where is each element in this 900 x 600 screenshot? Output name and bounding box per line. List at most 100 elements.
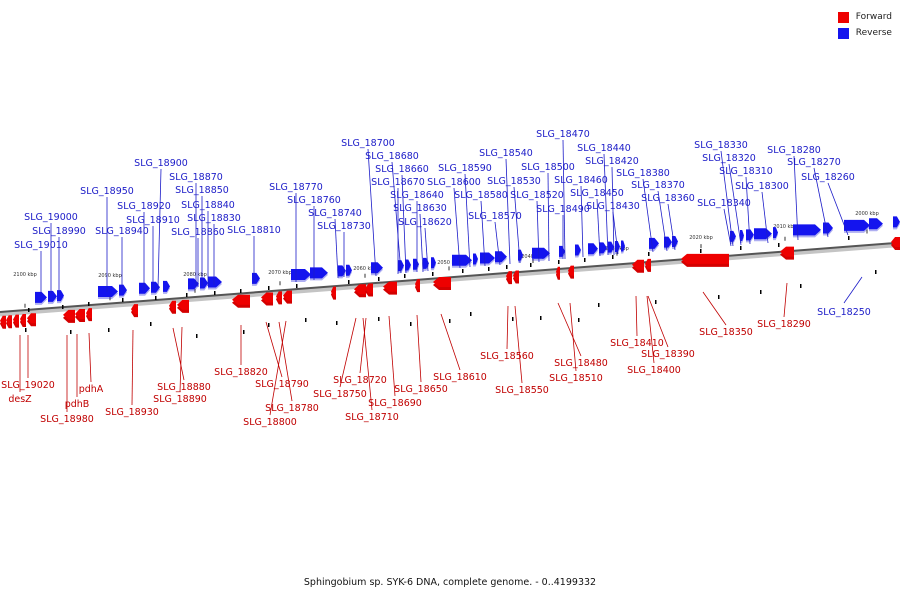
reverse-gene-label: SLG_18670	[371, 177, 425, 188]
strand-tick	[70, 330, 72, 334]
forward-gene-label: SLG_19020	[1, 380, 55, 391]
reverse-gene-arrow	[398, 260, 404, 272]
genome-caption: Sphingobium sp. SYK-6 DNA, complete geno…	[303, 577, 597, 588]
reverse-gene-arrow	[338, 265, 346, 277]
reverse-gene-arrow	[119, 284, 127, 296]
strand-tick	[648, 252, 650, 256]
reverse-leader-line	[580, 185, 584, 258]
reverse-gene-label: SLG_18570	[468, 211, 522, 222]
forward-leader-line	[635, 295, 638, 337]
reverse-gene-label: SLG_19010	[14, 240, 68, 251]
reverse-gene-arrow	[599, 242, 607, 254]
forward-leader-line	[359, 317, 367, 374]
reverse-gene-label: SLG_18440	[577, 143, 631, 154]
forward-gene-arrow	[75, 308, 85, 319]
reverse-gene-label: SLG_18640	[390, 190, 444, 201]
reverse-gene-label: SLG_18250	[817, 307, 871, 318]
reverse-leader-line	[642, 178, 654, 253]
reverse-gene-label: SLG_18730	[317, 221, 371, 232]
reverse-gene-label: SLG_18630	[393, 203, 447, 214]
forward-gene-arrow	[86, 308, 92, 319]
forward-swatch	[837, 11, 849, 23]
reverse-gene-label: SLG_18370	[631, 180, 685, 191]
scale-tick-label: 2010 kbp	[773, 224, 797, 230]
scale-tick-label: 2060 kbp	[353, 266, 377, 272]
forward-gene-arrow	[177, 299, 189, 310]
strand-tick	[432, 272, 434, 276]
reverse-gene-arrow	[532, 247, 550, 259]
strand-tick	[800, 284, 802, 288]
strand-tick	[470, 312, 472, 316]
strand-tick	[462, 269, 464, 273]
strand-tick	[305, 318, 307, 322]
reverse-leader-line	[612, 211, 619, 255]
reverse-gene-label: SLG_18500	[521, 162, 575, 173]
reverse-leader-line	[793, 155, 799, 241]
reverse-gene-label: SLG_18950	[80, 186, 134, 197]
forward-gene-arrow	[506, 271, 512, 282]
reverse-gene-label: SLG_18420	[585, 156, 639, 167]
reverse-gene-arrow	[746, 229, 754, 241]
reverse-gene-label: SLG_18830	[187, 213, 241, 224]
forward-gene-arrow	[383, 281, 397, 292]
reverse-leader-line	[505, 158, 511, 265]
reverse-leader-line	[419, 213, 424, 273]
forward-gene-label: pdhB	[65, 399, 90, 410]
strand-tick	[612, 255, 614, 259]
forward-leader-line	[646, 295, 655, 364]
reverse-gene-arrow	[844, 219, 870, 231]
strand-tick	[155, 296, 157, 300]
reverse-leader-line	[657, 190, 668, 252]
legend-forward: Forward	[837, 9, 892, 25]
strand-tick	[404, 274, 406, 278]
reverse-gene-arrow	[35, 291, 47, 303]
reverse-gene-label: SLG_18300	[735, 181, 789, 192]
reverse-gene-label: SLG_18770	[269, 182, 323, 193]
forward-gene-label: SLG_18510	[549, 373, 603, 384]
strand-tick	[196, 334, 198, 338]
forward-gene-label: SLG_18560	[480, 351, 534, 362]
reverse-gene-arrow	[371, 262, 383, 274]
reverse-gene-label: SLG_18700	[341, 138, 395, 149]
forward-gene-arrow	[232, 294, 250, 305]
strand-tick	[740, 246, 742, 250]
forward-gene-arrow	[331, 286, 336, 297]
reverse-gene-arrow	[413, 258, 419, 270]
reverse-leader-line	[157, 168, 162, 289]
forward-gene-arrow	[0, 315, 6, 326]
forward-gene-label: SLG_18930	[105, 407, 159, 418]
reverse-leader-line	[424, 227, 429, 272]
forward-leader-line	[388, 315, 396, 397]
forward-leader-line	[278, 321, 293, 402]
forward-gene-label: SLG_18880	[157, 382, 211, 393]
forward-gene-label: SLG_18650	[394, 384, 448, 395]
strand-tick	[718, 295, 720, 299]
reverse-gene-label: SLG_18590	[438, 163, 492, 174]
reverse-gene-arrow	[200, 277, 208, 289]
strand-tick	[240, 289, 242, 293]
forward-gene-label: SLG_18480	[554, 358, 608, 369]
strand-tick	[512, 317, 514, 321]
forward-gene-label: SLG_18720	[333, 375, 387, 386]
strand-tick	[700, 249, 702, 253]
strand-tick	[598, 303, 600, 307]
strand-tick	[410, 322, 412, 326]
strand-tick	[578, 318, 580, 322]
forward-gene-arrow	[169, 300, 176, 311]
reverse-gene-label: SLG_18470	[536, 129, 590, 140]
reverse-gene-arrow	[98, 285, 118, 297]
reverse-leader-line	[843, 276, 863, 304]
reverse-gene-arrow	[608, 241, 614, 253]
forward-gene-label: SLG_18800	[243, 417, 297, 428]
forward-gene-label: SLG_18750	[313, 389, 367, 400]
forward-gene-arrow	[365, 283, 373, 294]
scale-tick-label: 2050 kbp	[437, 260, 461, 266]
reverse-gene-arrow	[405, 259, 411, 271]
forward-leader-line	[569, 302, 577, 372]
reverse-leader-line	[761, 191, 769, 244]
strand-tick	[875, 270, 877, 274]
forward-gene-label: SLG_18780	[265, 403, 319, 414]
reverse-leader-line	[494, 221, 501, 266]
scale-tick-label: 2080 kbp	[183, 272, 207, 278]
legend-reverse: Reverse	[837, 25, 892, 41]
